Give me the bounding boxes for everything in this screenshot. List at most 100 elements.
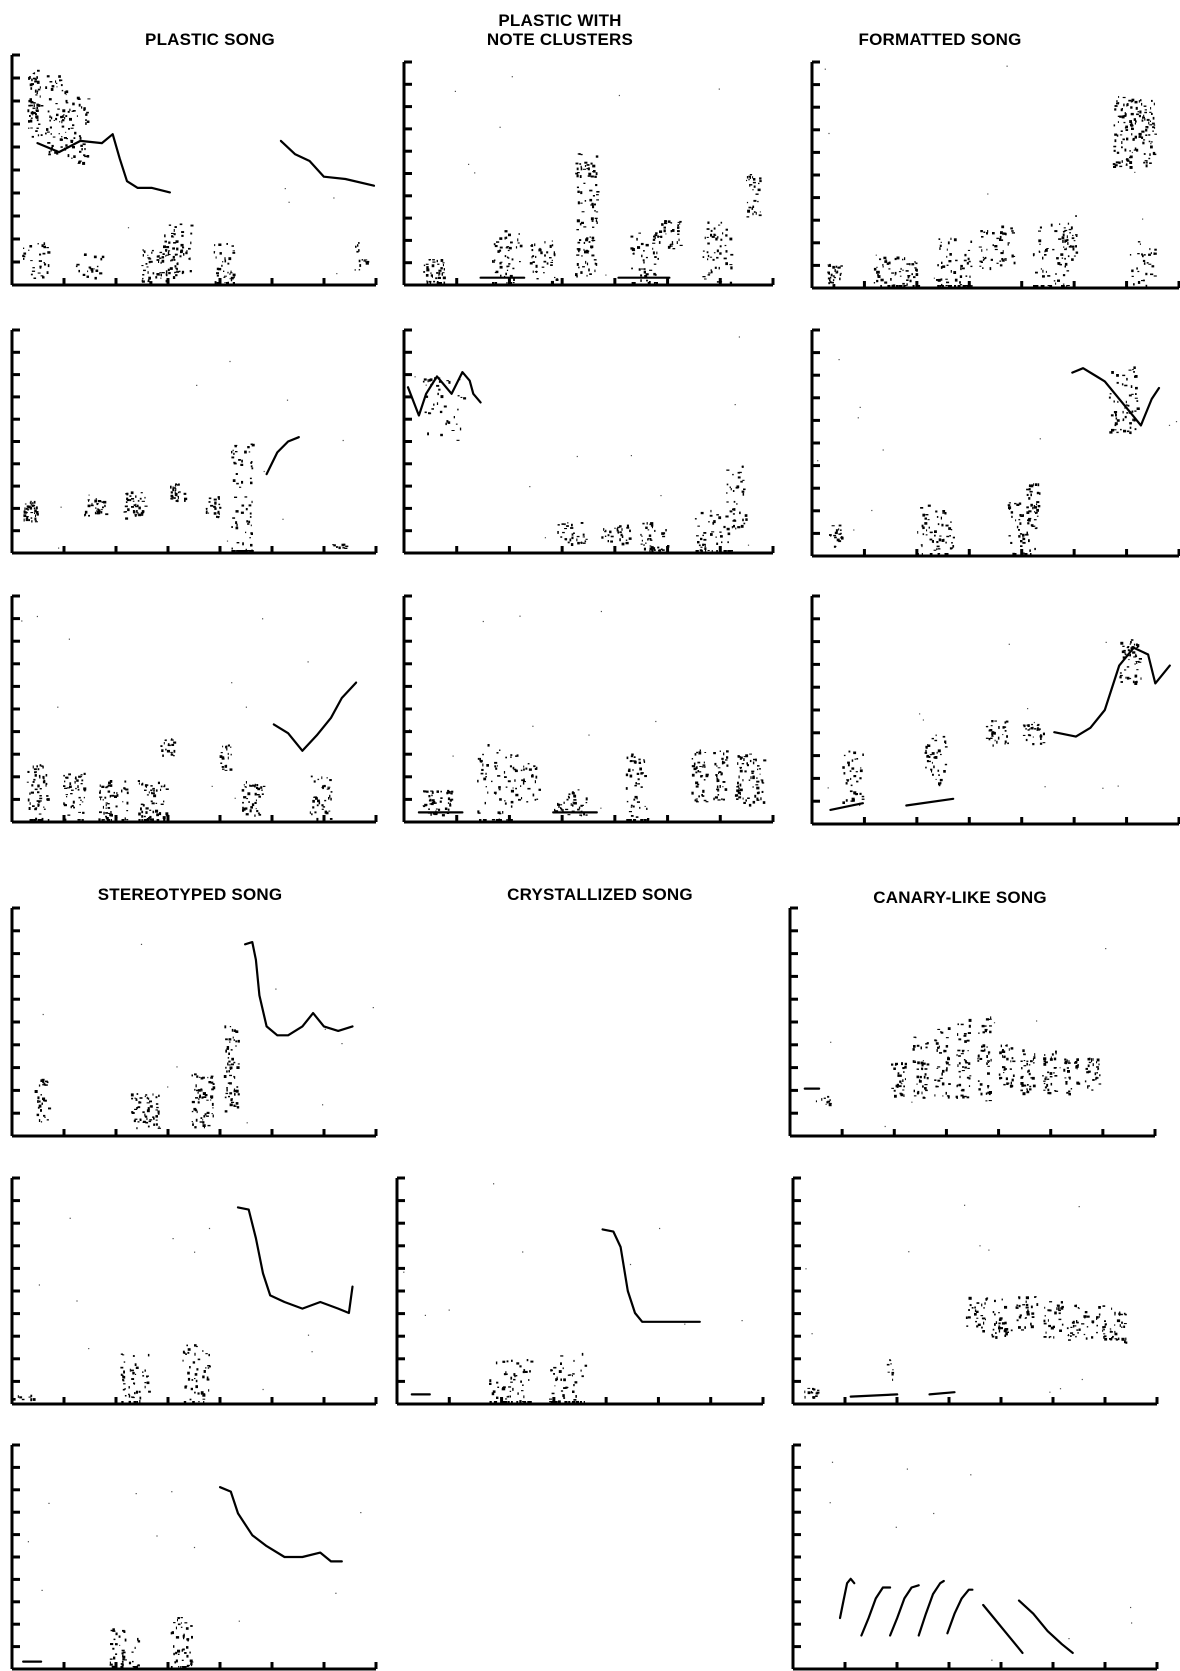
song-trace [265,436,300,476]
background-speckle [27,1491,362,1622]
note-cluster [492,230,523,285]
background-speckle [817,359,1178,531]
note-cluster [749,758,767,804]
note-cluster [422,377,467,441]
song-trace [889,1584,920,1637]
sonogram-panel-plastic-2 [10,328,378,555]
note-cluster [1020,1049,1036,1096]
note-cluster [489,1359,534,1404]
note-cluster [1007,501,1040,556]
title-clusters-line-1: PLASTIC WITH [498,11,622,30]
note-cluster [917,504,955,556]
note-cluster [1032,223,1072,288]
song-trace [829,802,864,811]
song-trace [1071,367,1161,427]
note-cluster [1108,366,1140,435]
song-trace [860,1586,892,1637]
note-cluster [1063,1058,1081,1096]
song-trace [982,1603,1024,1654]
sonogram-panel-clusters-1 [402,60,775,287]
note-cluster [141,247,179,284]
song-trace [1017,1599,1074,1654]
background-speckle [409,610,761,809]
background-speckle [32,86,338,275]
song-trace [946,1588,974,1635]
note-cluster [1066,1304,1090,1341]
sonogram-panel-plastic-1 [10,53,378,287]
song-trace [406,371,482,417]
note-cluster [213,243,236,285]
background-speckle [414,336,750,546]
note-cluster [691,749,709,803]
song-trace [849,1393,899,1398]
note-cluster [205,496,222,519]
song-trace [279,139,376,187]
background-speckle [403,1183,743,1387]
note-cluster [34,1078,52,1123]
note-cluster [575,236,598,278]
song-trace [905,797,955,807]
note-cluster [170,483,188,503]
note-cluster [998,1044,1016,1088]
note-cluster [1091,1305,1114,1341]
song-trace [928,1391,956,1396]
note-cluster [354,242,370,271]
note-cluster [815,1095,832,1107]
note-cluster [219,744,233,771]
note-cluster [163,223,194,277]
note-cluster [575,153,600,231]
note-cluster [75,253,105,280]
note-cluster [309,775,333,821]
note-cluster [477,744,514,822]
note-cluster [191,1073,216,1129]
background-speckle [829,1461,1133,1661]
note-cluster [713,750,729,801]
background-speckle [38,1217,313,1391]
sonogram-panel-formatted-2 [810,328,1180,558]
song-trace [236,1206,354,1315]
note-cluster [66,96,91,165]
note-cluster [658,220,683,250]
sonogram-panel-crystallized-1 [395,1176,765,1406]
note-cluster [549,1352,588,1404]
song-trace [838,1577,856,1620]
title-clusters-line-2: NOTE CLUSTERS [486,30,634,49]
sonogram-panel-canary-3 [791,1443,1159,1671]
note-cluster [1022,723,1046,746]
title-crystallized-song: CRYSTALLIZED SONG [507,885,693,904]
sonogram-panel-formatted-1 [810,60,1180,290]
note-cluster [529,240,559,284]
sonogram-panel-stereotyped-3 [10,1443,378,1671]
note-cluster [804,1387,820,1399]
note-cluster [1114,1311,1128,1344]
note-cluster [509,754,541,803]
note-cluster [991,1298,1013,1339]
sonogram-panel-formatted-3 [810,594,1180,826]
song-trace [917,1579,945,1637]
note-cluster [936,237,973,288]
note-cluster [965,1296,989,1333]
note-cluster [630,232,659,285]
title-canary-like-song: CANARY-LIKE SONG [873,888,1047,907]
note-cluster [1084,1057,1102,1091]
background-speckle [805,1204,1083,1393]
note-cluster [557,522,588,546]
note-cluster [1119,639,1142,685]
note-cluster [1015,1296,1039,1331]
background-speckle [42,943,374,1124]
note-cluster [160,738,177,757]
note-cluster [924,734,948,787]
song-trace [36,133,171,194]
note-cluster [1043,1301,1064,1339]
note-cluster [84,498,109,517]
title-formatted-song: FORMATTED SONG [858,30,1022,49]
background-speckle [58,360,344,549]
background-speckle [21,615,309,799]
note-cluster [12,1394,36,1402]
note-cluster [109,1628,141,1669]
note-cluster [912,1036,930,1099]
background-speckle [454,76,761,276]
note-cluster [27,69,44,138]
background-speckle [827,641,1119,789]
note-cluster [422,789,454,817]
